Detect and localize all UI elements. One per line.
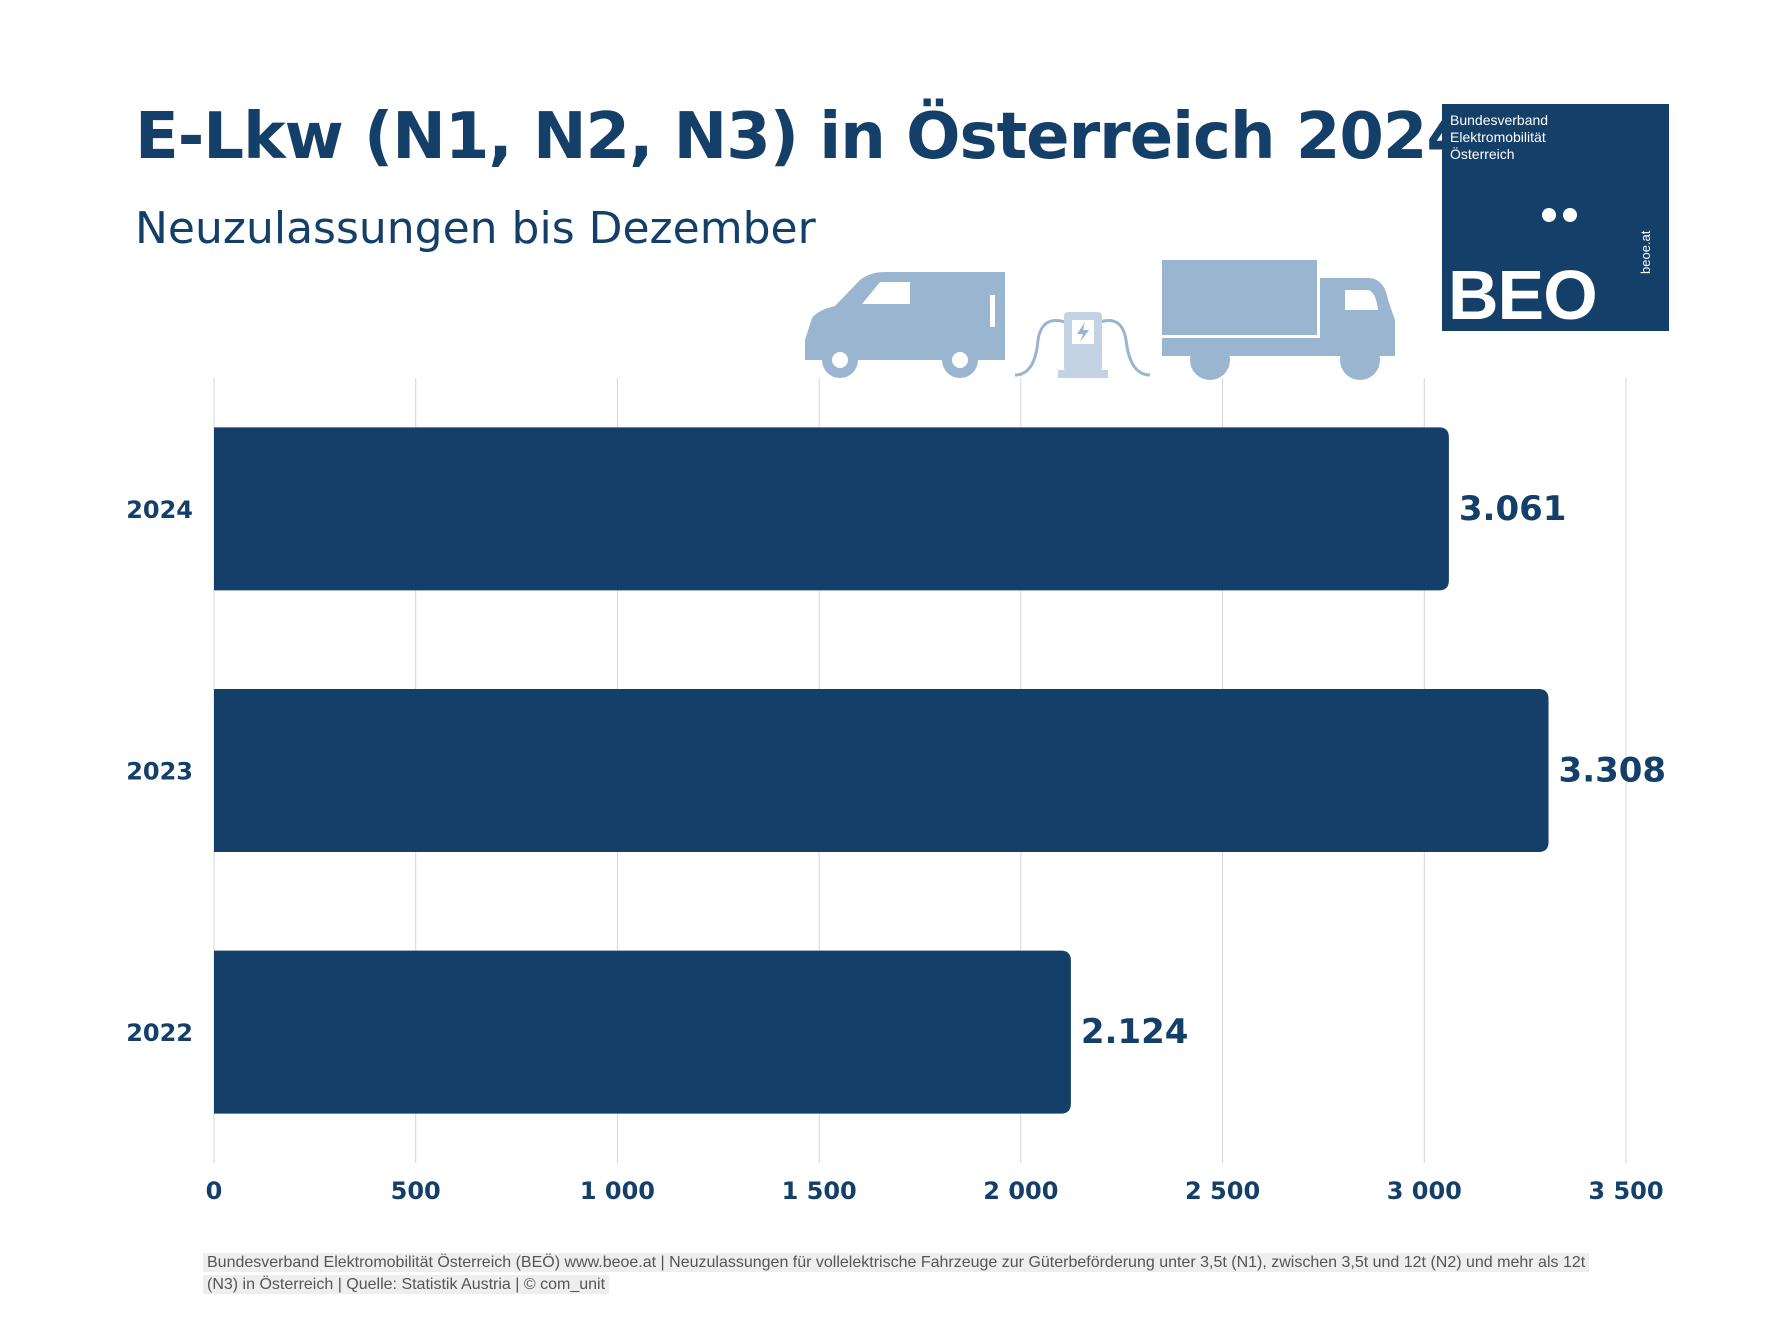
logo-org-line: Elektromobilität bbox=[1450, 129, 1546, 145]
y-category-label: 2022 bbox=[126, 1019, 193, 1047]
bar bbox=[214, 950, 1071, 1114]
logo-url: beoe.at bbox=[1638, 230, 1653, 274]
truck-icon bbox=[1162, 260, 1395, 380]
van-icon bbox=[805, 272, 1005, 378]
x-tick-label: 1 000 bbox=[580, 1177, 655, 1205]
x-tick-label: 500 bbox=[391, 1177, 441, 1205]
logo-dot-icon bbox=[1542, 208, 1556, 222]
footnote-text: Bundesverband Elektromobilität Österreic… bbox=[203, 1253, 1590, 1294]
vehicle-illustration bbox=[805, 260, 1395, 380]
y-category-label: 2023 bbox=[126, 758, 193, 786]
x-tick-label: 3 500 bbox=[1588, 1177, 1663, 1205]
chart-title: E-Lkw (N1, N2, N3) in Österreich 2024 bbox=[135, 100, 1471, 174]
logo-org-line: Österreich bbox=[1450, 146, 1515, 162]
logo-org-line: Bundesverband bbox=[1450, 112, 1549, 128]
beo-logo: Bundesverband Elektromobilität Österreic… bbox=[1442, 104, 1669, 331]
bar bbox=[214, 689, 1549, 852]
x-tick-label: 2 000 bbox=[983, 1177, 1058, 1205]
y-category-label: 2024 bbox=[126, 496, 193, 524]
x-tick-label: 0 bbox=[206, 1177, 223, 1205]
logo-wordmark: BEO bbox=[1448, 256, 1598, 331]
x-tick-label: 2 500 bbox=[1185, 1177, 1260, 1205]
x-tick-label: 3 000 bbox=[1387, 1177, 1462, 1205]
bar-chart: 0 500 1 000 1 500 2 000 2 500 3 000 3 500 2024 3.… bbox=[126, 378, 1667, 1205]
data-label: 3.061 bbox=[1459, 489, 1567, 529]
chart-subtitle: Neuzulassungen bis Dezember bbox=[135, 203, 816, 254]
footnote: Bundesverband Elektromobilität Österreic… bbox=[203, 1252, 1593, 1296]
charging-station-icon bbox=[1014, 312, 1151, 378]
x-tick-label: 1 500 bbox=[782, 1177, 857, 1205]
bar bbox=[214, 427, 1449, 591]
data-label: 3.308 bbox=[1559, 751, 1667, 791]
logo-dot-icon bbox=[1563, 208, 1577, 222]
logo-org-name: Bundesverband Elektromobilität Österreic… bbox=[1450, 112, 1548, 163]
data-label: 2.124 bbox=[1081, 1012, 1189, 1052]
